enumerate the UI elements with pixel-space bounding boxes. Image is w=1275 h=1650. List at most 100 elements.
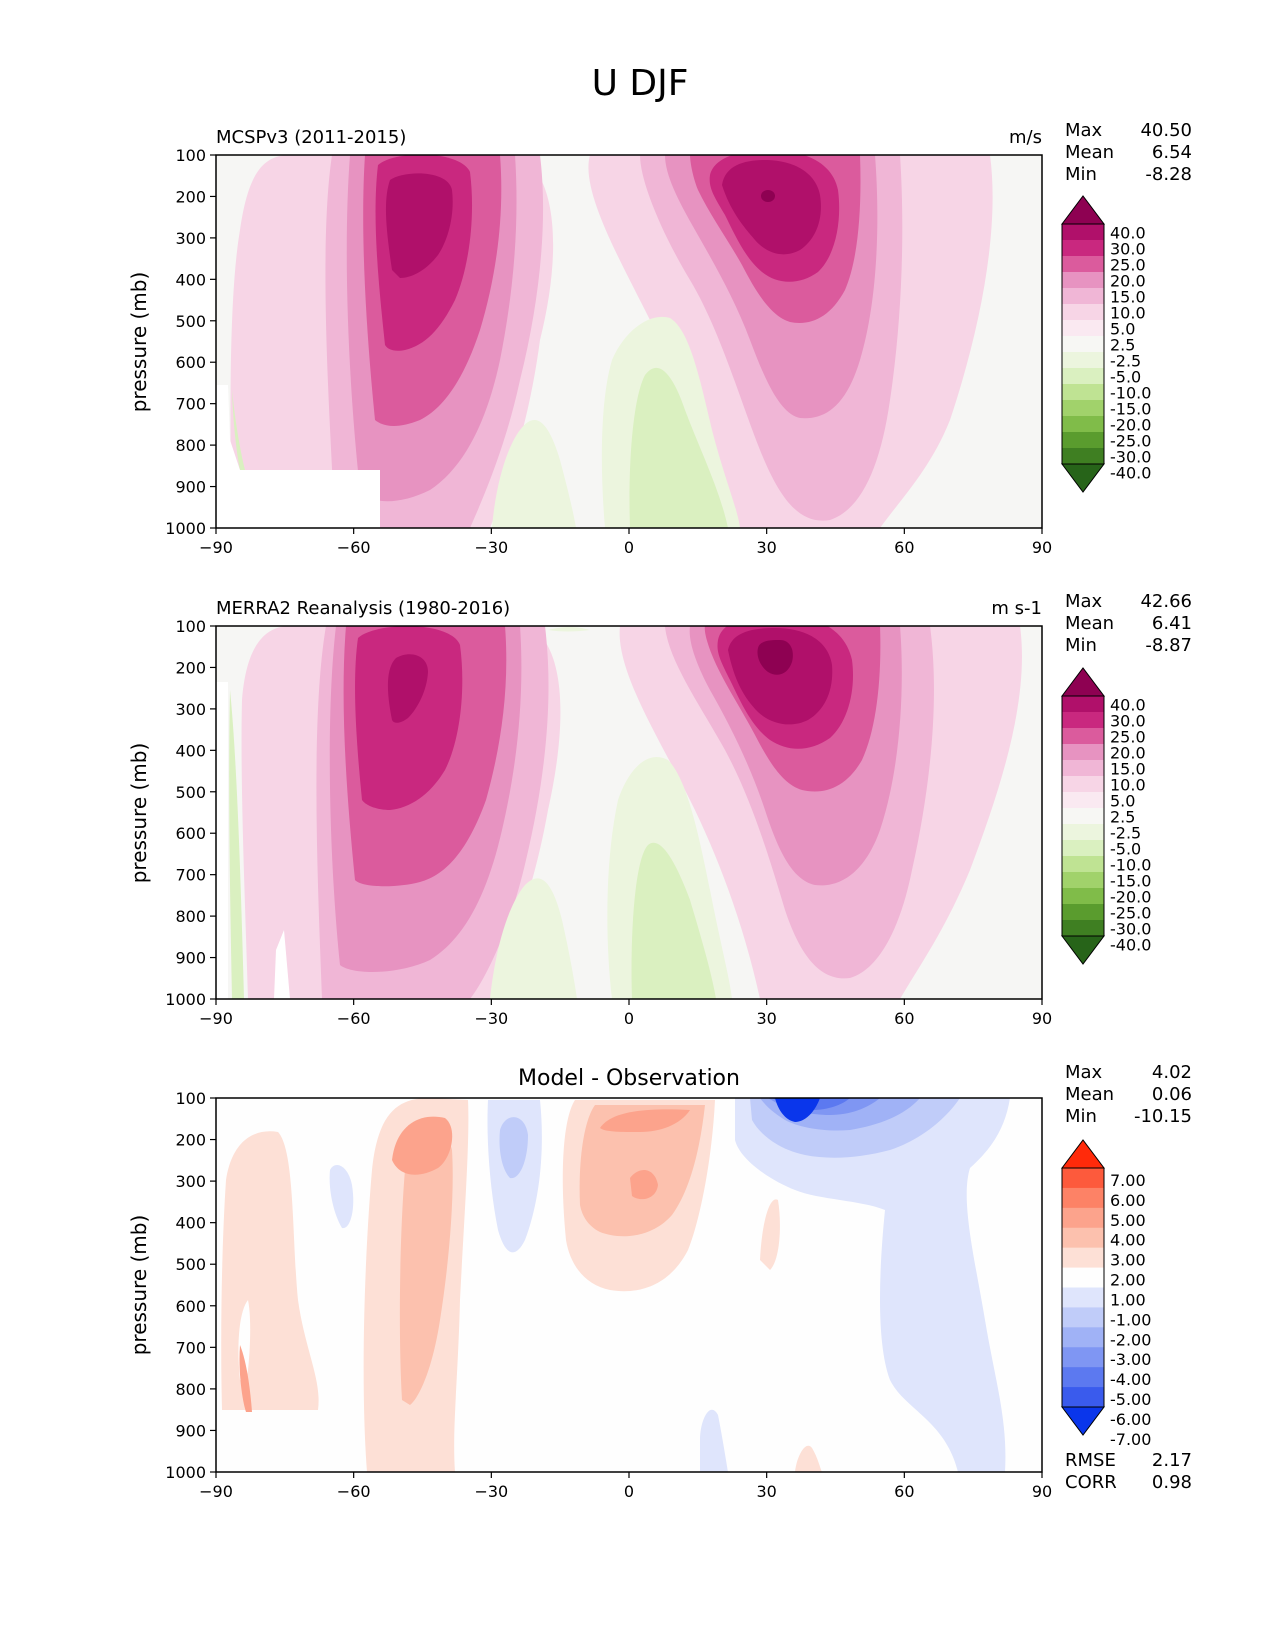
stat-label: Min xyxy=(1065,635,1097,656)
stat-label: Mean xyxy=(1065,1084,1114,1105)
colorbar-segment xyxy=(1062,240,1104,257)
colorbar-segment xyxy=(1062,1367,1104,1388)
colorbar-segment xyxy=(1062,920,1104,937)
x-tick-label: −60 xyxy=(337,538,371,557)
colorbar-label: 25.0 xyxy=(1110,255,1146,274)
x-tick-label: 60 xyxy=(894,538,914,557)
y-tick-label: 400 xyxy=(175,741,206,760)
y-tick-label: 900 xyxy=(175,478,206,497)
stat-value: 6.41 xyxy=(1152,613,1192,634)
colorbar-segment xyxy=(1062,432,1104,449)
stat-label: Min xyxy=(1065,164,1097,185)
x-tick-label: 30 xyxy=(756,1009,776,1028)
x-tick-label: −60 xyxy=(337,1482,371,1501)
colorbar-label: 4.00 xyxy=(1110,1231,1146,1250)
metric-label: RMSE xyxy=(1065,1450,1116,1471)
colorbar-segment xyxy=(1062,1287,1104,1308)
colorbar-segment xyxy=(1062,776,1104,793)
x-tick-label: −90 xyxy=(199,1009,233,1028)
panel-difference: Model - Observation pressure (mb) 100 200… xyxy=(127,1062,1192,1501)
contour-field xyxy=(216,155,993,528)
contour-field xyxy=(216,626,1022,999)
colorbar-segment xyxy=(1062,272,1104,289)
colorbar-segment xyxy=(1062,1347,1104,1368)
y-ticks: 100 200 300 400 500 600 700 800 900 1000 xyxy=(165,146,216,538)
colorbar-label: -5.0 xyxy=(1110,839,1141,858)
colorbar-label: -15.0 xyxy=(1110,871,1151,890)
panel-title: MCSPv3 (2011-2015) xyxy=(216,127,406,148)
y-tick-label: 100 xyxy=(175,617,206,636)
y-tick-label: 300 xyxy=(175,1172,206,1191)
colorbar-label: -7.00 xyxy=(1110,1430,1151,1449)
colorbar: 40.030.025.020.015.010.05.02.5-2.5-5.0-1… xyxy=(1061,667,1151,965)
colorbar-label: 1.00 xyxy=(1110,1290,1146,1309)
x-tick-label: −90 xyxy=(199,538,233,557)
colorbar-label: -5.00 xyxy=(1110,1390,1151,1409)
colorbar-segment xyxy=(1062,744,1104,761)
colorbar-label: -2.00 xyxy=(1110,1330,1151,1349)
colorbar-segment xyxy=(1062,856,1104,873)
x-tick-label: 30 xyxy=(756,1482,776,1501)
x-ticks: −90 −60 −30 0 30 60 90 xyxy=(199,528,1052,557)
colorbar-label: -25.0 xyxy=(1110,903,1151,922)
colorbar-segment xyxy=(1062,712,1104,729)
stat-value: 6.54 xyxy=(1152,142,1192,163)
colorbar-label: -25.0 xyxy=(1110,431,1151,450)
x-tick-label: 60 xyxy=(894,1482,914,1501)
colorbar-label: 25.0 xyxy=(1110,727,1146,746)
y-tick-label: 600 xyxy=(175,824,206,843)
colorbar-label: 30.0 xyxy=(1110,239,1146,258)
colorbar-segment xyxy=(1062,384,1104,401)
colorbar-segment xyxy=(1062,808,1104,825)
y-axis-label: pressure (mb) xyxy=(127,272,151,413)
y-tick-label: 1000 xyxy=(165,1463,206,1482)
stat-value: 42.66 xyxy=(1140,591,1192,612)
y-tick-label: 100 xyxy=(175,1089,206,1108)
colorbar-label: -30.0 xyxy=(1110,919,1151,938)
colorbar-label: 2.5 xyxy=(1110,335,1135,354)
colorbar-label: 5.0 xyxy=(1110,791,1135,810)
colorbar-segment xyxy=(1062,288,1104,305)
y-tick-label: 900 xyxy=(175,949,206,968)
stats-box: Max 4.02 Mean 0.06 Min -10.15 xyxy=(1065,1062,1192,1127)
colorbar-label: 3.00 xyxy=(1110,1251,1146,1270)
colorbar-segment xyxy=(1062,840,1104,857)
x-tick-label: −30 xyxy=(474,1482,508,1501)
stat-label: Max xyxy=(1065,1062,1103,1083)
colorbar-label: 5.0 xyxy=(1110,319,1135,338)
stat-label: Max xyxy=(1065,120,1103,141)
colorbar-segment xyxy=(1062,224,1104,241)
colorbar-label: 6.00 xyxy=(1110,1191,1146,1210)
panel-title: MERRA2 Reanalysis (1980-2016) xyxy=(216,598,510,619)
colorbar-segment xyxy=(1062,304,1104,321)
contour-field xyxy=(221,1098,1010,1472)
colorbar-label: -20.0 xyxy=(1110,415,1151,434)
colorbar-label: 10.0 xyxy=(1110,775,1146,794)
x-tick-label: 0 xyxy=(624,1482,634,1501)
y-tick-label: 100 xyxy=(175,146,206,165)
panel-units: m s-1 xyxy=(991,598,1042,619)
colorbar-extend-max xyxy=(1061,667,1105,697)
x-tick-label: 90 xyxy=(1032,1009,1052,1028)
y-tick-label: 1000 xyxy=(165,519,206,538)
x-tick-label: 0 xyxy=(624,538,634,557)
colorbar-extend-min xyxy=(1061,1406,1105,1436)
y-tick-label: 500 xyxy=(175,312,206,331)
colorbar-label: 20.0 xyxy=(1110,271,1146,290)
stat-value: 40.50 xyxy=(1140,120,1192,141)
colorbar-segment xyxy=(1062,1168,1104,1189)
stats-box: Max 42.66 Mean 6.41 Min -8.87 xyxy=(1065,591,1192,656)
colorbar-segment xyxy=(1062,1227,1104,1249)
y-ticks: 100 200 300 400 500 600 700 800 900 1000 xyxy=(165,1089,216,1482)
colorbar-segment xyxy=(1062,888,1104,905)
colorbar-label: -6.00 xyxy=(1110,1410,1151,1429)
stat-label: Min xyxy=(1065,1106,1097,1127)
colorbar-segment xyxy=(1062,448,1104,465)
colorbar-label: -5.0 xyxy=(1110,367,1141,386)
colorbar-segment xyxy=(1062,696,1104,713)
y-tick-label: 700 xyxy=(175,1338,206,1357)
x-tick-label: 0 xyxy=(624,1009,634,1028)
colorbar-label: -10.0 xyxy=(1110,383,1151,402)
colorbar-extend-max xyxy=(1061,195,1105,225)
colorbar-segment xyxy=(1062,416,1104,433)
